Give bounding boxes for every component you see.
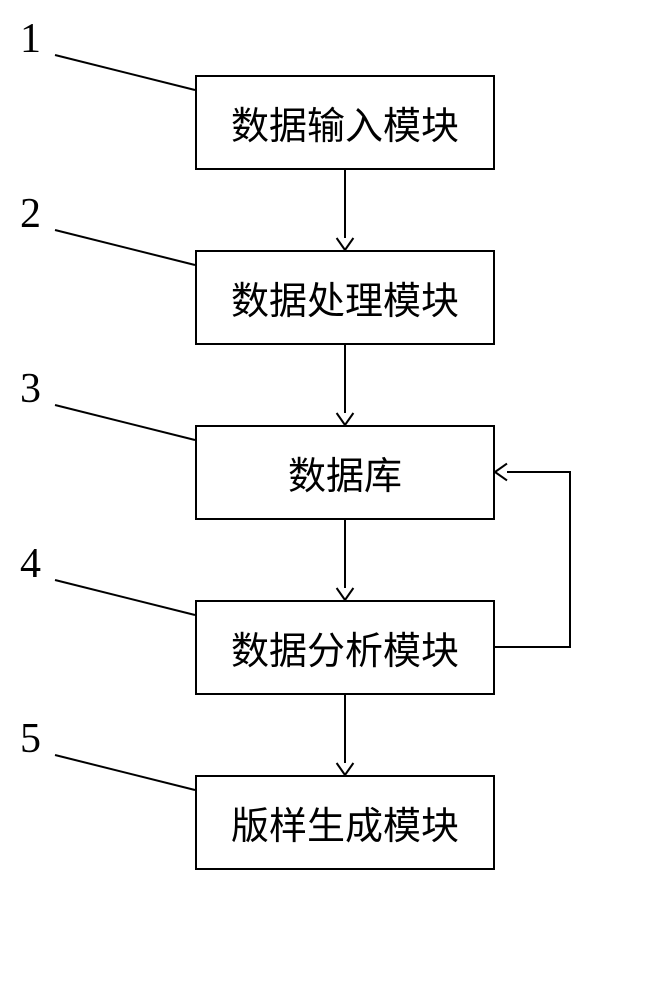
- feedback-loop-arrow: [0, 0, 669, 1000]
- flowchart-diagram: 数据输入模块1数据处理模块2数据库3数据分析模块4版样生成模块5: [0, 0, 669, 1000]
